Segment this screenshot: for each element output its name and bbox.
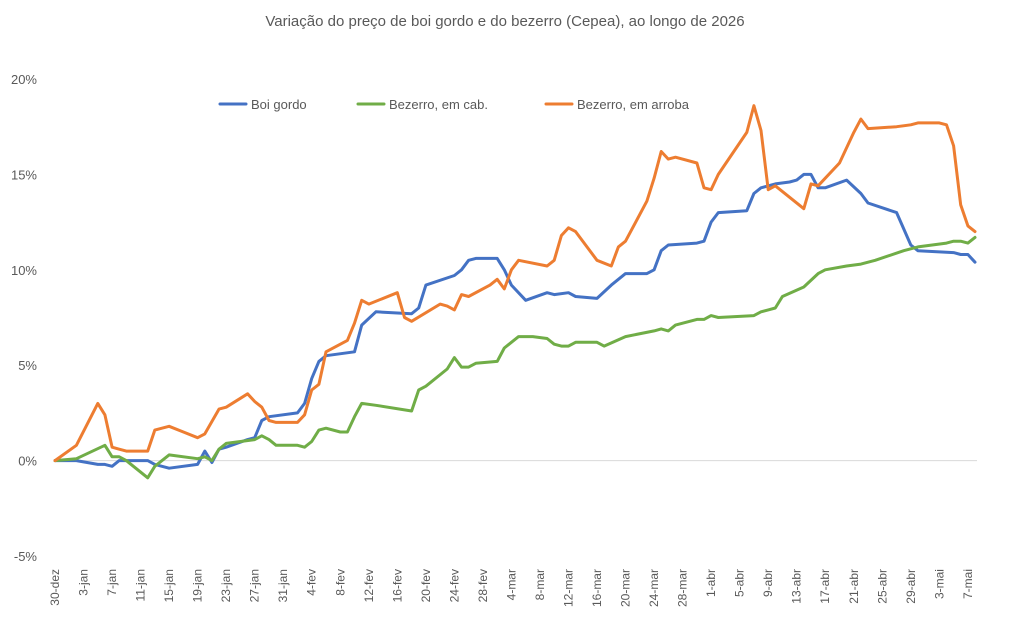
legend-label-2: Bezerro, em arroba	[577, 97, 690, 112]
x-tick-label: 29-abr	[904, 569, 918, 604]
x-tick-label: 9-abr	[761, 569, 775, 597]
legend-label-1: Bezerro, em cab.	[389, 97, 488, 112]
series-line-1	[53, 235, 977, 480]
x-tick-label: 28-mar	[676, 569, 690, 607]
x-tick-label: 4-fev	[305, 569, 319, 596]
y-tick-label: 0%	[18, 454, 37, 469]
x-tick-label: 1-abr	[704, 569, 718, 597]
x-tick-label: 21-abr	[847, 569, 861, 604]
x-tick-label: 30-dez	[48, 569, 62, 606]
x-tick-label: 13-abr	[790, 569, 804, 604]
x-axis-ticks: 30-dez 3-jan 7-jan 11-jan 15-jan 19-jan 23-jan…	[48, 569, 975, 607]
series-line-0	[53, 172, 977, 470]
y-axis-ticks: -5% 0% 5% 10% 15% 20%	[11, 72, 37, 564]
x-tick-label: 23-jan	[219, 569, 233, 602]
chart-title: Variação do preço de boi gordo e do beze…	[265, 13, 744, 30]
x-tick-label: 19-jan	[191, 569, 205, 602]
x-tick-label: 24-fev	[447, 569, 461, 602]
x-tick-label: 17-abr	[818, 569, 832, 604]
x-tick-label: 12-mar	[561, 569, 575, 607]
series-lines	[53, 104, 977, 480]
x-tick-label: 7-mai	[961, 569, 975, 599]
x-tick-label: 15-jan	[162, 569, 176, 602]
legend: Boi gordo Bezerro, em cab. Bezerro, em arr…	[218, 97, 690, 112]
y-tick-label: 20%	[11, 72, 37, 87]
x-tick-label: 5-abr	[733, 569, 747, 597]
x-tick-label: 28-fev	[476, 569, 490, 602]
x-tick-label: 8-mar	[533, 569, 547, 600]
x-tick-label: 3-mai	[932, 569, 946, 599]
x-tick-label: 12-fev	[362, 569, 376, 602]
series-line-2	[53, 104, 977, 463]
y-tick-label: -5%	[14, 549, 38, 564]
y-tick-label: 5%	[18, 358, 37, 373]
y-tick-label: 15%	[11, 167, 37, 182]
x-tick-label: 16-fev	[390, 569, 404, 602]
x-tick-label: 20-fev	[419, 569, 433, 602]
x-tick-label: 7-jan	[105, 569, 119, 596]
x-tick-label: 8-fev	[333, 569, 347, 596]
legend-label-0: Boi gordo	[251, 97, 307, 112]
x-tick-label: 11-jan	[134, 569, 148, 601]
x-tick-label: 27-jan	[248, 569, 262, 602]
x-tick-label: 25-abr	[875, 569, 889, 604]
x-tick-label: 20-mar	[619, 569, 633, 607]
x-tick-label: 16-mar	[590, 569, 604, 607]
x-tick-label: 3-jan	[77, 569, 91, 596]
y-tick-label: 10%	[11, 263, 37, 278]
x-tick-label: 31-jan	[276, 569, 290, 602]
x-tick-label: 24-mar	[647, 569, 661, 607]
x-tick-label: 4-mar	[504, 569, 518, 600]
